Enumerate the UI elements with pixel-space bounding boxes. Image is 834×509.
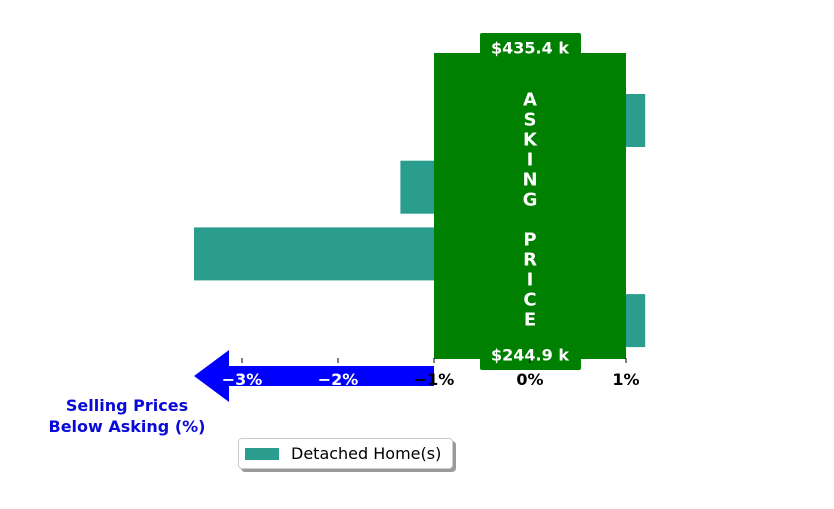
asking-price-letter: I (527, 270, 534, 291)
asking-price-letter: K (523, 130, 538, 151)
legend-swatch-detached-homes (245, 447, 279, 460)
asking-price-letter: N (522, 170, 537, 191)
top-price-tag (480, 33, 581, 60)
asking-price-letter: C (523, 290, 536, 311)
x-axis-label-line-2: Below Asking (%) (49, 417, 206, 436)
x-tick-label: −3% (222, 370, 263, 389)
asking-price-rect (434, 53, 626, 359)
bottom-price-label: $244.9 k (491, 346, 569, 365)
asking-price-letter: R (523, 250, 537, 271)
asking-price-letter: A (523, 90, 537, 111)
x-tick-label: −1% (414, 370, 455, 389)
asking-price-letter: G (523, 190, 538, 211)
x-tick-label: 1% (612, 370, 639, 389)
legend-label-detached-homes: Detached Home(s) (291, 444, 442, 463)
asking-price-letter: I (527, 150, 534, 171)
bottom-price-tag (480, 343, 581, 370)
asking-price-letter: E (524, 310, 536, 331)
below-asking-arrow (194, 350, 434, 402)
top-price-label: $435.4 k (491, 39, 569, 58)
x-tick-label: −2% (318, 370, 359, 389)
asking-price-letter: S (524, 110, 537, 131)
arrow-shape (194, 350, 434, 402)
x-axis: −3% −2% −1% 0% 1% (222, 358, 640, 389)
x-axis-label-line-1: Selling Prices (66, 396, 188, 415)
x-tick-label: 0% (516, 370, 543, 389)
asking-price-letter: P (523, 230, 536, 251)
legend: Detached Home(s) (238, 438, 453, 469)
